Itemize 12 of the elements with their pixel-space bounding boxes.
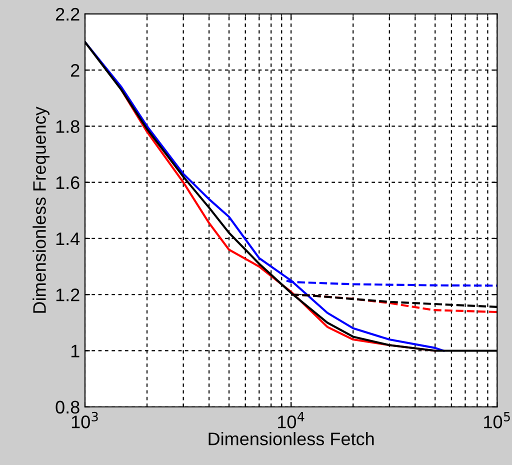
y-tick-label: 1 <box>71 344 80 358</box>
y-tick-label: 0.8 <box>56 400 80 414</box>
y-tick-label: 1.6 <box>56 176 80 190</box>
y-tick-label: 1.2 <box>56 288 80 302</box>
y-axis-title: Dimensionless Frequency <box>32 106 50 313</box>
x-tick-label: 10$^{4}$ <box>278 412 304 428</box>
x-tick-label: 10$^{5}$ <box>484 412 510 428</box>
y-tick-label: 2.2 <box>56 8 80 20</box>
y-tick-label: 1.8 <box>56 120 80 133</box>
y-tick-label: 1.4 <box>56 232 80 246</box>
y-tick-label: 2 <box>71 64 80 77</box>
x-axis-title: Dimensionless Fetch <box>208 432 374 446</box>
